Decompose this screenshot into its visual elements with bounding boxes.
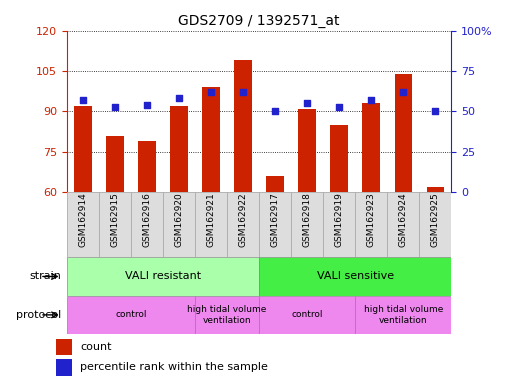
Bar: [56, 339, 72, 355]
Bar: [138, 141, 155, 192]
Bar: [98, 192, 131, 257]
Text: percentile rank within the sample: percentile rank within the sample: [81, 362, 268, 372]
Text: GSM162915: GSM162915: [110, 192, 120, 247]
Bar: [363, 103, 380, 192]
Bar: [291, 192, 323, 257]
Title: GDS2709 / 1392571_at: GDS2709 / 1392571_at: [179, 14, 340, 28]
Bar: [427, 187, 444, 192]
Bar: [195, 296, 259, 334]
Text: strain: strain: [30, 271, 62, 281]
Bar: [202, 87, 220, 192]
Point: [271, 108, 279, 114]
Point: [207, 89, 215, 95]
Text: GSM162920: GSM162920: [174, 192, 184, 247]
Text: GSM162924: GSM162924: [399, 192, 408, 247]
Bar: [234, 60, 252, 192]
Text: GSM162914: GSM162914: [78, 192, 87, 247]
Text: high tidal volume
ventilation: high tidal volume ventilation: [364, 305, 443, 324]
Bar: [330, 125, 348, 192]
Text: count: count: [81, 342, 112, 352]
Bar: [163, 192, 195, 257]
Bar: [195, 192, 227, 257]
Point: [111, 103, 119, 109]
Bar: [106, 136, 124, 192]
Point: [175, 95, 183, 101]
Bar: [67, 296, 195, 334]
Bar: [67, 192, 98, 257]
Text: high tidal volume
ventilation: high tidal volume ventilation: [187, 305, 267, 324]
Text: VALI resistant: VALI resistant: [125, 271, 201, 281]
Point: [303, 100, 311, 106]
Text: VALI sensitive: VALI sensitive: [317, 271, 394, 281]
Bar: [67, 257, 259, 296]
Bar: [170, 106, 188, 192]
Text: GSM162919: GSM162919: [334, 192, 344, 247]
Bar: [227, 192, 259, 257]
Text: GSM162925: GSM162925: [431, 192, 440, 247]
Point: [367, 97, 376, 103]
Text: control: control: [115, 310, 147, 319]
Point: [335, 103, 343, 109]
Bar: [355, 296, 451, 334]
Text: GSM162921: GSM162921: [206, 192, 215, 247]
Bar: [420, 192, 451, 257]
Point: [239, 89, 247, 95]
Text: GSM162916: GSM162916: [142, 192, 151, 247]
Bar: [299, 109, 316, 192]
Bar: [259, 192, 291, 257]
Point: [431, 108, 440, 114]
Bar: [259, 296, 355, 334]
Point: [399, 89, 407, 95]
Point: [143, 102, 151, 108]
Bar: [323, 192, 355, 257]
Text: protocol: protocol: [16, 310, 62, 320]
Text: GSM162923: GSM162923: [367, 192, 376, 247]
Bar: [266, 176, 284, 192]
Bar: [259, 257, 451, 296]
Bar: [355, 192, 387, 257]
Bar: [131, 192, 163, 257]
Text: GSM162917: GSM162917: [270, 192, 280, 247]
Bar: [74, 106, 91, 192]
Bar: [56, 359, 72, 376]
Bar: [394, 74, 412, 192]
Text: GSM162918: GSM162918: [303, 192, 312, 247]
Text: GSM162922: GSM162922: [239, 192, 248, 247]
Bar: [387, 192, 420, 257]
Point: [78, 97, 87, 103]
Text: control: control: [291, 310, 323, 319]
